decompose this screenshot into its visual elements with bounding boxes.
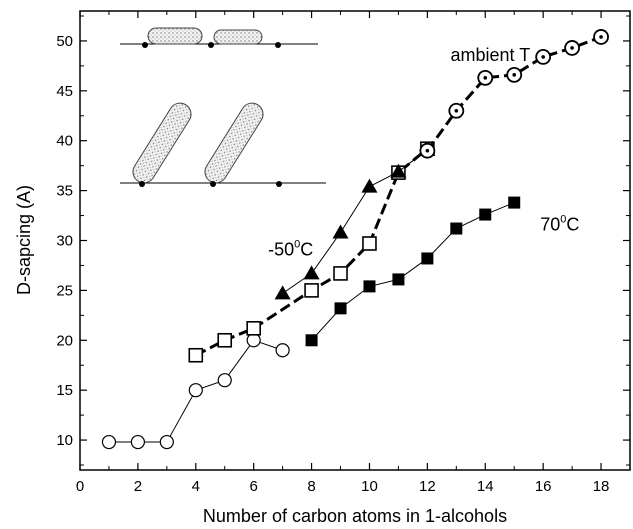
data-point [188,383,203,398]
data-point [392,273,405,286]
data-point [304,283,319,298]
series-annotation: ambient T [451,45,531,65]
data-point [303,265,320,280]
inset-flat-molecule [147,27,203,45]
inset-atom [139,181,145,187]
y-tick-label: 50 [56,33,73,50]
annotation-text: 70 [540,215,560,235]
data-point [274,285,291,300]
data-point [188,347,204,363]
data-point [363,280,376,293]
y-tick-label: 15 [56,382,73,399]
x-tick-label: 6 [250,478,258,495]
x-tick-label: 16 [535,478,552,495]
data-point [450,222,463,235]
inset-atom [275,42,281,48]
y-tick-label: 35 [56,183,73,200]
data-point [390,163,407,178]
data-point [159,434,174,450]
data-point [275,343,290,358]
x-tick-label: 14 [477,478,494,495]
inset-atom [142,42,148,48]
data-point-center [512,73,517,77]
data-point [217,332,233,348]
inset-atom [276,181,282,187]
x-tick-label: 8 [307,478,315,495]
data-point [479,208,492,221]
data-point [362,236,377,251]
data-point [130,434,145,450]
data-point [334,302,347,315]
series-annotation: -500C [268,238,313,259]
y-tick-label: 30 [56,233,73,250]
x-tick-label: 4 [192,478,200,495]
data-point [508,196,521,209]
data-point [421,252,434,265]
data-point-center [454,108,459,113]
y-axis-title: D-sapcing (A) [14,185,34,295]
y-tick-label: 40 [56,133,73,150]
data-point [101,434,117,450]
data-point-center [483,76,488,80]
x-tick-label: 12 [419,478,436,495]
data-point [246,333,261,348]
x-axis-ticks: 0 2 4 6 8 10 12 14 16 18 [76,11,610,495]
data-point-center [541,55,545,59]
inset-illustration [120,27,326,187]
annotation-unit: C [566,215,579,235]
data-point-center [599,35,603,39]
y-tick-label: 25 [56,282,73,299]
y-axis-ticks: 10 15 20 25 30 35 40 45 50 [56,15,630,466]
x-axis-title: Number of carbon atoms in 1-alcohols [203,506,507,526]
data-point [305,334,318,347]
y-tick-label: 45 [56,83,73,100]
annotation-superscript: 0 [560,214,566,226]
data-point [332,224,349,239]
x-tick-label: 18 [593,478,610,495]
x-tick-label: 2 [134,478,142,495]
annotation-unit: C [300,239,313,259]
x-tick-label: 0 [76,478,84,495]
inset-flat-molecule [213,29,263,45]
x-tick-label: 10 [361,478,378,495]
inset-tilted-molecule [132,102,192,184]
data-point [333,266,348,281]
data-point-center [425,148,430,153]
series-layer [101,29,609,450]
series-annotation: 700C [540,214,579,235]
annotation-superscript: 0 [294,238,300,250]
data-point [361,178,378,193]
inset-tilted-molecule [204,102,264,184]
annotation-text: ambient T [451,45,531,65]
annotation-text: -50 [268,239,294,259]
inset-atom [210,181,216,187]
y-tick-label: 20 [56,332,73,349]
y-tick-label: 10 [56,432,73,449]
data-point [217,373,232,388]
data-point-center [570,46,574,50]
data-point [246,321,261,336]
inset-atom [208,42,214,48]
